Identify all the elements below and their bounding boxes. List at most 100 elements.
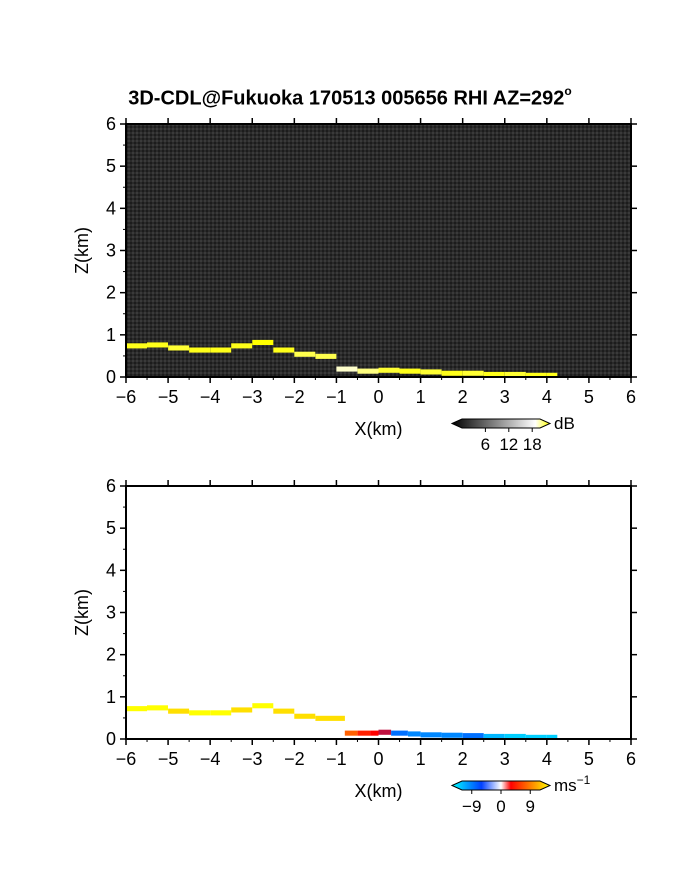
noise-background: [126, 124, 631, 377]
echo-cell: [357, 730, 371, 736]
x-tick-label: −2: [284, 749, 305, 769]
colorbar-unit: dB: [554, 414, 575, 433]
echo-cell: [504, 733, 526, 739]
y-tick-label: 1: [106, 687, 116, 707]
y-tick-label: 4: [106, 560, 116, 580]
x-tick-label: 6: [626, 749, 636, 769]
y-ticks: 0 1 2 3 4 5 6: [106, 114, 637, 387]
echo-cell: [231, 343, 253, 349]
colorbar-tick-label: −9: [462, 797, 481, 816]
x-tick-label: −6: [116, 387, 137, 407]
x-tick-label: 2: [458, 749, 468, 769]
x-tick-label: −4: [200, 749, 221, 769]
y-axis-label: Z(km): [72, 227, 92, 274]
echo-cell: [378, 367, 400, 373]
y-tick-label: 0: [106, 729, 116, 749]
x-tick-label: −6: [116, 749, 137, 769]
velocity-echo: [126, 703, 558, 739]
colorbar-db: 6 12 18 dB: [450, 414, 575, 454]
y-tick-label: 0: [106, 367, 116, 387]
echo-cell: [344, 730, 358, 736]
echo-cell: [210, 710, 232, 716]
echo-cell: [231, 707, 253, 713]
x-tick-label: 1: [416, 387, 426, 407]
colorbar-bar: [450, 780, 552, 791]
x-tick-label: −2: [284, 387, 305, 407]
echo-cell: [336, 366, 358, 372]
y-tick-label: 6: [106, 476, 116, 496]
echo-cell: [483, 371, 505, 377]
x-tick-label: 3: [500, 749, 510, 769]
x-tick-label: −3: [242, 387, 263, 407]
y-tick-label: 4: [106, 198, 116, 218]
x-tick-label: −1: [326, 749, 347, 769]
x-tick-label: 4: [542, 749, 552, 769]
y-tick-label: 2: [106, 645, 116, 665]
y-tick-label: 6: [106, 114, 116, 134]
chart-title: 3D-CDL@Fukuoka 170513 005656 RHI AZ=292o: [0, 84, 680, 111]
echo-cell: [408, 731, 421, 737]
echo-cell: [546, 372, 558, 377]
y-axis-label: Z(km): [72, 589, 92, 636]
echo-cell: [420, 369, 442, 375]
echo-cell: [525, 734, 547, 739]
echo-cell: [399, 368, 421, 374]
colorbar-unit: ms−1: [554, 773, 591, 795]
x-tick-label: −3: [242, 749, 263, 769]
echo-cell: [370, 730, 379, 736]
echo-cell: [252, 339, 274, 345]
echo-cell: [462, 733, 484, 739]
echo-cell: [315, 353, 337, 359]
x-tick-label: −4: [200, 387, 221, 407]
echo-cell: [210, 347, 232, 353]
echo-cell: [168, 345, 190, 351]
x-tick-label: −5: [158, 749, 179, 769]
y-tick-label: 2: [106, 283, 116, 303]
echo-cell: [441, 370, 463, 376]
echo-cell: [378, 729, 392, 735]
colorbar-tick-label: 18: [523, 435, 542, 454]
echo-cell: [294, 713, 316, 719]
echo-cell: [504, 371, 526, 377]
echo-cell: [273, 708, 295, 714]
colorbar-velocity: −9 0 9 ms−1: [450, 773, 591, 816]
x-tick-label: 0: [373, 387, 383, 407]
y-tick-label: 1: [106, 325, 116, 345]
degree-mark: o: [564, 84, 572, 98]
colorbar-tick-label: 9: [526, 797, 535, 816]
echo-cell: [273, 347, 295, 353]
reflectivity-echo: [126, 339, 558, 377]
x-tick-label: 2: [458, 387, 468, 407]
echo-cell: [168, 708, 190, 714]
colorbar-tick-label: 12: [499, 435, 518, 454]
y-tick-label: 3: [106, 603, 116, 623]
echo-cell: [420, 732, 442, 738]
x-tick-label: 5: [584, 387, 594, 407]
x-ticks: −6 −5 −4 −3 −2 −1 0 1 2 3 4 5 6: [116, 480, 636, 769]
x-ticks: −6 −5 −4 −3 −2 −1 0 1 2 3 4 5 6: [116, 118, 636, 407]
x-tick-label: −5: [158, 387, 179, 407]
colorbar-tick-label: 0: [496, 797, 505, 816]
echo-cell: [462, 370, 484, 376]
y-tick-label: 3: [106, 241, 116, 261]
y-ticks: 0 1 2 3 4 5 6: [106, 476, 637, 749]
x-tick-label: 5: [584, 749, 594, 769]
echo-cell: [189, 347, 211, 353]
echo-cell: [126, 343, 147, 349]
y-tick-label: 5: [106, 156, 116, 176]
chart-title-text: 3D-CDL@Fukuoka 170513 005656 RHI AZ=292: [128, 87, 565, 110]
echo-cell: [546, 734, 558, 739]
echo-cell: [315, 715, 345, 721]
x-axis-label: X(km): [355, 419, 403, 439]
echo-cell: [126, 706, 147, 712]
echo-cell: [147, 342, 168, 348]
x-tick-label: 6: [626, 387, 636, 407]
echo-cell: [357, 368, 379, 374]
x-tick-label: −1: [326, 387, 347, 407]
echo-cell: [294, 351, 316, 357]
x-tick-label: 3: [500, 387, 510, 407]
echo-cell: [147, 705, 168, 711]
